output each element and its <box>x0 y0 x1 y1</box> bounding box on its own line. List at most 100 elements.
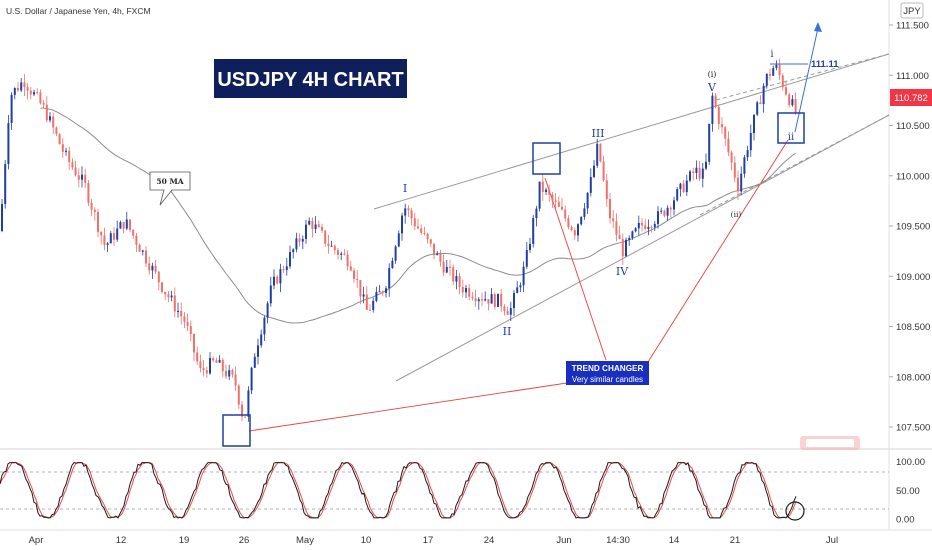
candle-body <box>305 224 307 239</box>
candle-body <box>241 404 243 417</box>
candle-body <box>567 218 570 228</box>
candle-body <box>548 189 551 195</box>
candle-body <box>100 231 103 236</box>
candle-body <box>225 371 227 377</box>
candle-body <box>381 291 384 293</box>
candle-body <box>641 222 643 226</box>
candle-body <box>420 228 423 233</box>
trend-changer-box <box>566 361 649 385</box>
candle-body <box>58 134 61 145</box>
candle-body <box>666 207 669 216</box>
candle-body <box>154 265 157 272</box>
time-tick-label: Apr <box>29 535 44 546</box>
candle-body <box>106 243 109 245</box>
time-tick-label: 10 <box>361 535 372 546</box>
candle-body <box>65 150 67 152</box>
candle-body <box>529 243 531 250</box>
candle-body <box>743 157 746 174</box>
candle-body <box>676 189 679 201</box>
candle-body <box>461 287 464 293</box>
candle-body <box>314 224 317 230</box>
candle-body <box>369 309 371 311</box>
candle-body <box>765 73 768 86</box>
candle-body <box>631 231 634 238</box>
candle-body <box>717 106 720 125</box>
stoch-highlight-circle <box>785 501 805 521</box>
candle-body <box>77 175 80 180</box>
candle-body <box>756 102 759 115</box>
candle-body <box>4 164 7 205</box>
watermark-logo <box>800 436 860 450</box>
price-tick-label: 107.500 <box>896 423 930 434</box>
candle-body <box>503 306 506 312</box>
candle-body <box>279 269 282 284</box>
candle-body <box>401 215 403 234</box>
candle-body <box>669 207 672 210</box>
time-axis[interactable]: Apr 12 19 26 May 10 17 24 Jun 14:30 14 21 Jul <box>29 535 838 546</box>
candle-body <box>573 230 576 236</box>
candle-body <box>746 150 749 158</box>
candle-body <box>71 162 74 168</box>
candle-body <box>727 138 730 153</box>
candle-body <box>151 265 154 271</box>
candle-body <box>372 300 375 310</box>
red-support-line <box>248 380 581 432</box>
candle-body <box>730 152 733 163</box>
candle-body <box>10 94 13 123</box>
candle-body <box>749 133 752 151</box>
candle-body <box>173 295 176 312</box>
candle-body <box>455 276 458 282</box>
target-label: 111.11 <box>811 59 839 70</box>
candle-body <box>407 208 410 211</box>
candle-body <box>125 219 128 229</box>
candle-body <box>493 294 496 307</box>
trend-changer-subtitle: Very similar candles <box>572 375 643 384</box>
time-tick-label: 17 <box>423 535 434 546</box>
candle-body <box>506 311 509 315</box>
candle-body <box>599 143 602 162</box>
candle-body <box>141 250 144 252</box>
candle-body <box>586 192 589 209</box>
candle-body <box>439 253 442 262</box>
currency-tag[interactable] <box>900 2 924 19</box>
projection-arrow-head <box>814 22 822 32</box>
candle-body <box>698 167 701 179</box>
time-tick-label: May <box>296 535 314 546</box>
candle-body <box>337 250 339 255</box>
candle-body <box>689 171 691 181</box>
candle-body <box>20 82 23 91</box>
candle-body <box>250 367 253 391</box>
stoch-tick-label: 0.00 <box>896 515 915 526</box>
candle-body <box>737 177 739 192</box>
title-banner <box>214 59 407 98</box>
candle-body <box>794 99 797 113</box>
candle-body <box>7 122 10 165</box>
price-axis[interactable]: 107.500 108.000 108.500 109.000 109.500 110.0… <box>889 21 930 434</box>
candle-body <box>215 360 218 363</box>
candle-body <box>17 87 19 91</box>
candle-box-low <box>222 414 251 447</box>
candle-body <box>535 208 538 219</box>
time-tick-label: 14:30 <box>606 535 630 546</box>
candle-body <box>33 92 35 95</box>
candle-body <box>685 180 688 193</box>
candle-body <box>564 209 567 219</box>
price-tick-label: 111.500 <box>896 21 929 32</box>
stoch-k-line <box>0 461 797 519</box>
candle-body <box>205 370 208 374</box>
channel-lower-line <box>395 114 890 382</box>
candle-body <box>772 68 775 76</box>
candle-body <box>157 271 160 283</box>
candle-body <box>221 359 224 372</box>
candle-body <box>449 266 451 268</box>
candle-body <box>615 221 618 235</box>
candle-body <box>397 233 400 247</box>
candle-body <box>36 92 39 94</box>
candle-body <box>353 270 355 279</box>
candle-body <box>442 261 445 273</box>
candle-body <box>701 168 704 179</box>
candle-body <box>1 204 3 232</box>
wave-label-I: I <box>403 182 407 195</box>
candle-body <box>295 238 298 250</box>
